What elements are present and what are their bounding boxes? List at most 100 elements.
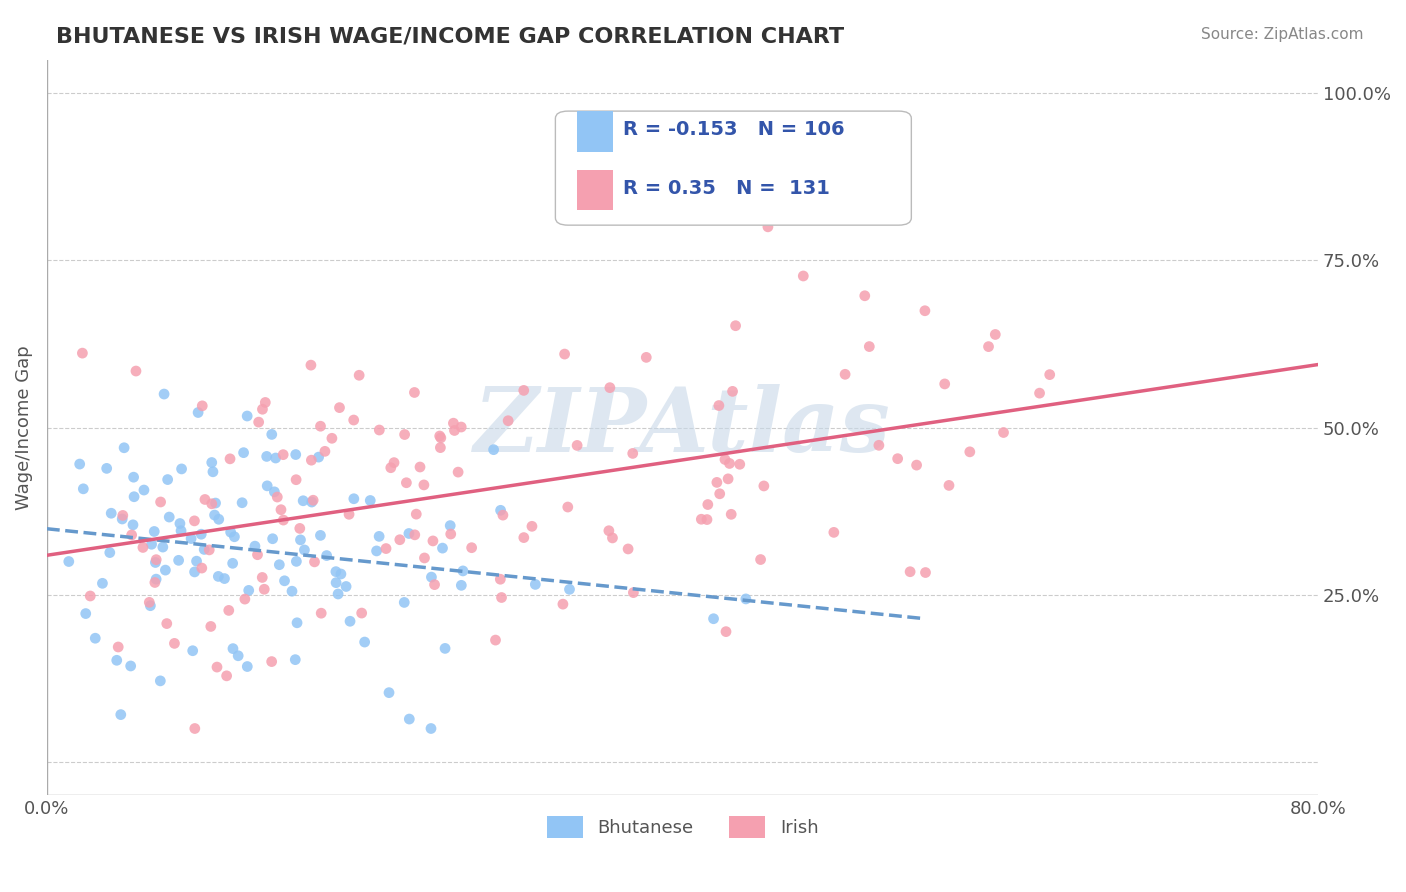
Bhutanese	[262, 532, 284, 546]
Irish	[125, 364, 148, 378]
Bhutanese	[156, 473, 179, 487]
Bhutanese	[170, 462, 193, 476]
Bhutanese	[281, 584, 304, 599]
Irish	[149, 495, 172, 509]
Irish	[266, 490, 288, 504]
Irish	[404, 385, 426, 400]
Bhutanese	[301, 495, 323, 509]
Irish	[718, 457, 741, 471]
Irish	[252, 570, 274, 584]
Bhutanese	[221, 557, 243, 571]
Irish	[984, 327, 1007, 342]
Irish	[491, 591, 513, 605]
Bhutanese	[703, 612, 725, 626]
Irish	[183, 514, 205, 528]
Bhutanese	[238, 583, 260, 598]
Bhutanese	[284, 653, 307, 667]
Irish	[886, 451, 908, 466]
Irish	[314, 444, 336, 458]
Irish	[720, 508, 742, 522]
Bhutanese	[149, 673, 172, 688]
Irish	[441, 416, 464, 430]
Irish	[520, 519, 543, 533]
Bhutanese	[343, 491, 366, 506]
Irish	[636, 351, 658, 365]
Irish	[853, 289, 876, 303]
Irish	[201, 497, 224, 511]
Bhutanese	[204, 496, 226, 510]
Bhutanese	[72, 482, 94, 496]
Irish	[823, 525, 845, 540]
Text: Source: ZipAtlas.com: Source: ZipAtlas.com	[1201, 27, 1364, 42]
Bhutanese	[285, 615, 308, 630]
Irish	[749, 552, 772, 566]
Irish	[513, 384, 536, 398]
Bhutanese	[263, 484, 285, 499]
Irish	[368, 423, 391, 437]
Irish	[198, 542, 221, 557]
Irish	[717, 472, 740, 486]
Irish	[621, 446, 644, 460]
Bhutanese	[329, 567, 352, 582]
Bhutanese	[482, 442, 505, 457]
Bhutanese	[339, 614, 361, 628]
Bhutanese	[112, 441, 135, 455]
Irish	[254, 395, 277, 409]
Irish	[132, 541, 155, 555]
Irish	[602, 531, 624, 545]
Irish	[496, 414, 519, 428]
Irish	[246, 548, 269, 562]
Irish	[423, 577, 446, 591]
Bhutanese	[273, 574, 295, 588]
Irish	[260, 655, 283, 669]
Bhutanese	[122, 470, 145, 484]
Bhutanese	[155, 563, 177, 577]
Bhutanese	[420, 722, 443, 736]
Irish	[309, 419, 332, 434]
Bhutanese	[190, 527, 212, 541]
Irish	[714, 624, 737, 639]
Bhutanese	[450, 578, 472, 592]
Bhutanese	[439, 518, 461, 533]
Irish	[430, 431, 453, 445]
Bhutanese	[335, 580, 357, 594]
Irish	[690, 512, 713, 526]
Bhutanese	[394, 595, 416, 609]
Irish	[218, 603, 240, 617]
Irish	[343, 413, 366, 427]
Bhutanese	[236, 659, 259, 673]
Bhutanese	[69, 457, 91, 471]
Bhutanese	[122, 490, 145, 504]
Irish	[792, 268, 814, 283]
Bhutanese	[432, 541, 454, 555]
Irish	[205, 660, 228, 674]
Irish	[1039, 368, 1062, 382]
Bhutanese	[145, 556, 167, 570]
Irish	[993, 425, 1015, 440]
Y-axis label: Wage/Income Gap: Wage/Income Gap	[15, 345, 32, 510]
Irish	[404, 528, 426, 542]
Irish	[302, 493, 325, 508]
Irish	[447, 465, 470, 479]
Bhutanese	[309, 528, 332, 542]
Bhutanese	[132, 483, 155, 497]
Irish	[696, 498, 718, 512]
Irish	[111, 508, 134, 523]
Bhutanese	[187, 405, 209, 419]
Irish	[905, 458, 928, 472]
Irish	[617, 541, 640, 556]
Irish	[299, 453, 322, 467]
Irish	[554, 347, 576, 361]
Bhutanese	[222, 641, 245, 656]
Irish	[288, 521, 311, 535]
Irish	[443, 424, 465, 438]
Irish	[721, 384, 744, 399]
Bhutanese	[84, 631, 107, 645]
Irish	[194, 492, 217, 507]
Bhutanese	[308, 450, 330, 464]
Irish	[347, 368, 370, 383]
Bhutanese	[111, 512, 134, 526]
Irish	[868, 438, 890, 452]
Bhutanese	[214, 572, 236, 586]
Irish	[395, 475, 418, 490]
